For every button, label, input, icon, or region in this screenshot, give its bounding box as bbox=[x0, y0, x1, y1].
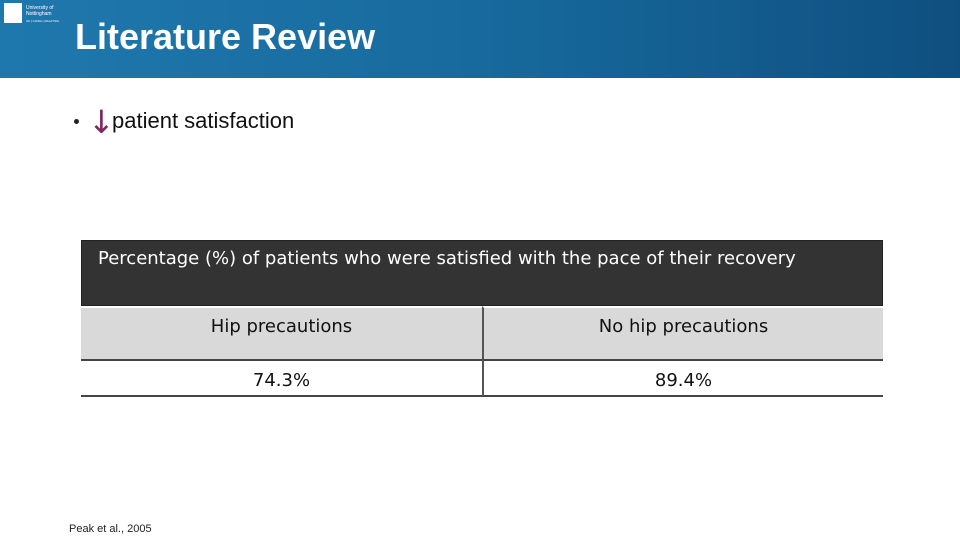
logo: University of Nottingham UK | CHINA | MA… bbox=[4, 3, 66, 25]
header-cell: No hip precautions bbox=[482, 306, 883, 359]
bullet-text: patient satisfaction bbox=[112, 108, 295, 133]
bullet-dot bbox=[74, 119, 79, 124]
citation: Peak et al., 2005 bbox=[69, 523, 152, 535]
table-caption: Percentage (%) of patients who were sati… bbox=[81, 240, 883, 306]
logo-text: University of bbox=[26, 5, 54, 11]
data-cell: 74.3% bbox=[81, 359, 482, 397]
logo-text: UK | CHINA | MALAYSIA bbox=[26, 19, 60, 23]
down-arrow: ↓ bbox=[88, 103, 115, 141]
header-row: Hip precautions No hip precautions bbox=[81, 306, 883, 359]
data-cell: 89.4% bbox=[482, 359, 883, 397]
header-cell: Hip precautions bbox=[81, 306, 482, 359]
logo-text: Nottingham bbox=[26, 11, 52, 17]
table: Percentage (%) of patients who were sati… bbox=[81, 240, 883, 397]
logo-crest bbox=[4, 3, 22, 23]
slide-title: Literature Review bbox=[75, 16, 376, 57]
header-bar: University of Nottingham UK | CHINA | MA… bbox=[0, 0, 960, 78]
data-row: 74.3% 89.4% bbox=[81, 359, 883, 397]
